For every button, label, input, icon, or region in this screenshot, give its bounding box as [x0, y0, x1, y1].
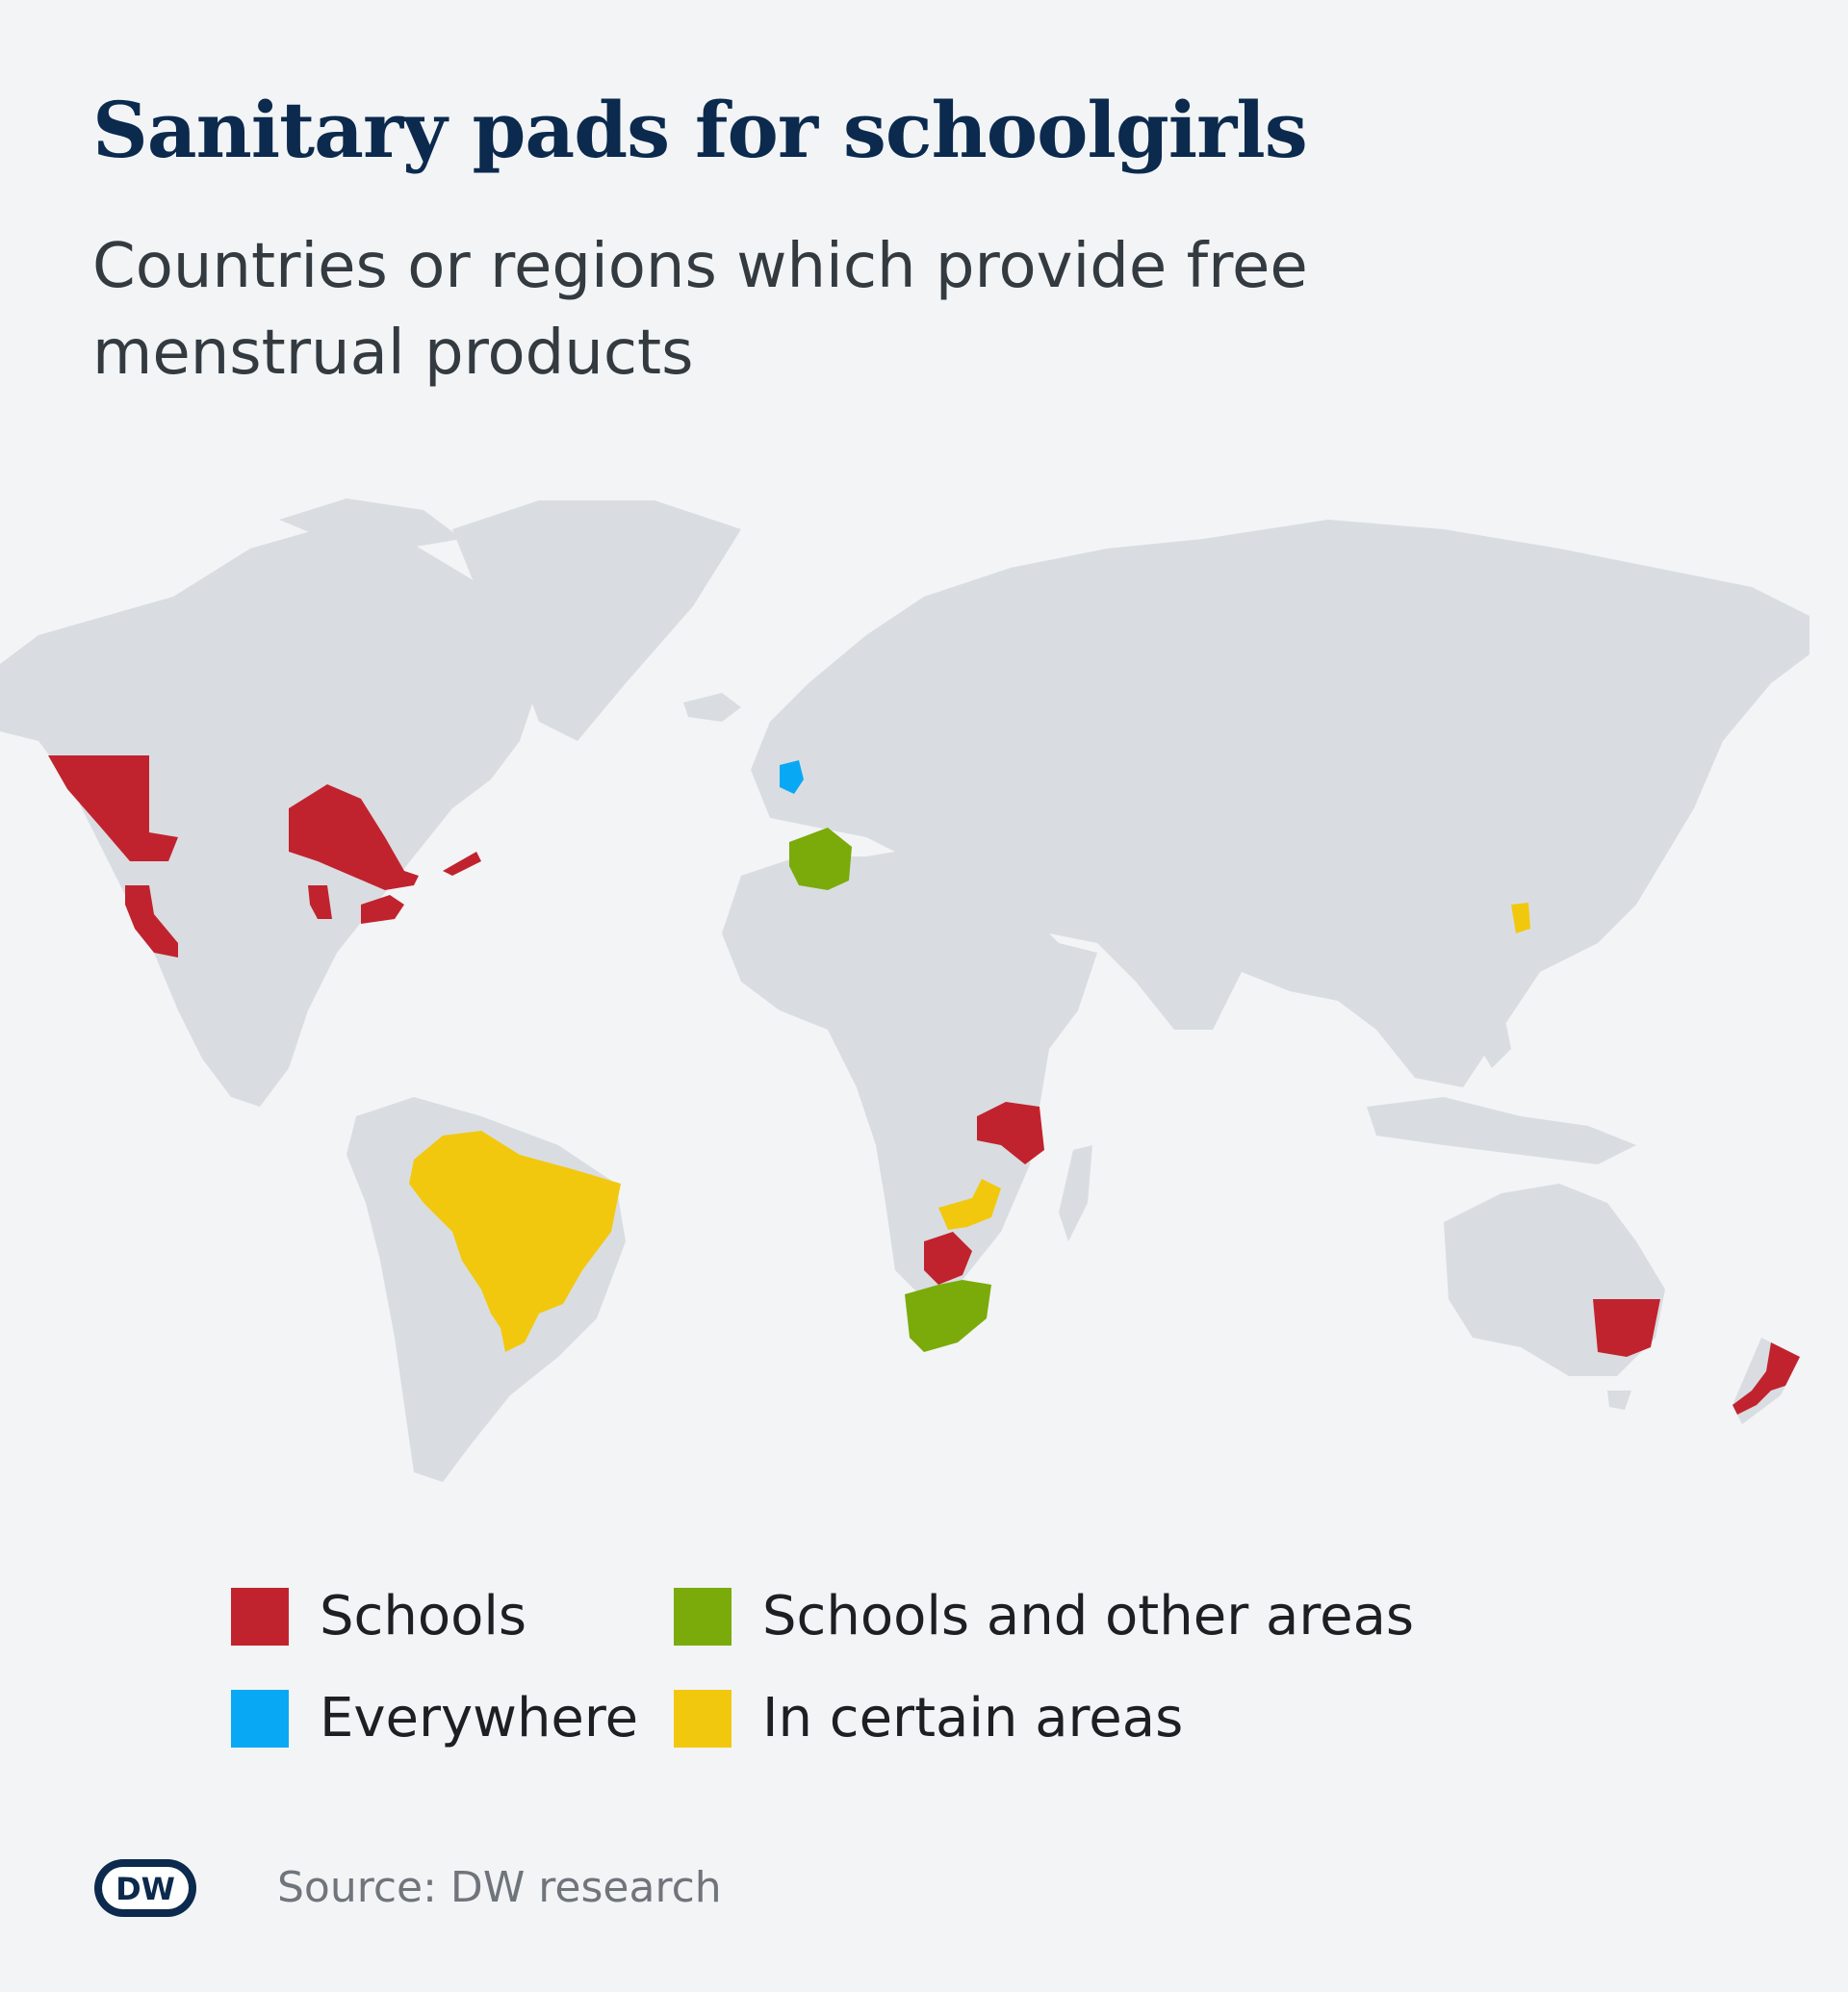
- region-kenya: [977, 1102, 1044, 1164]
- region-ontario: [289, 784, 419, 890]
- legend-swatch-schools-and-other-areas: [674, 1588, 732, 1646]
- source-note: Source: DW research: [277, 1863, 722, 1912]
- arctic-islands: [279, 498, 462, 549]
- region-scotland: [780, 760, 804, 794]
- region-new-south-wales: [1593, 1299, 1660, 1357]
- madagascar-landmass: [1059, 1145, 1092, 1241]
- region-illinois: [308, 885, 332, 919]
- dw-logo: DW: [94, 1859, 196, 1917]
- tasmania-landmass: [1607, 1391, 1631, 1410]
- region-south-africa: [905, 1280, 991, 1352]
- iceland-landmass: [683, 693, 741, 722]
- legend-label-everywhere: Everywhere: [320, 1687, 639, 1749]
- eurasia-landmass: [751, 520, 1810, 1087]
- region-nova-scotia: [443, 852, 481, 876]
- africa-landmass: [722, 847, 1097, 1299]
- japan-landmass: [1540, 808, 1607, 924]
- region-new-zealand: [1732, 1342, 1800, 1415]
- land-masses: [0, 498, 1810, 1482]
- page-title: Sanitary pads for schoolgirls: [92, 85, 1308, 175]
- legend-swatch-everywhere: [231, 1690, 289, 1748]
- region-zambia: [938, 1179, 1001, 1230]
- page-subtitle: Countries or regions which provide free …: [92, 231, 1308, 389]
- legend-label-schools-and-other-areas: Schools and other areas: [762, 1585, 1415, 1647]
- region-new-york-state: [361, 895, 404, 924]
- legend-label-in-certain-areas: In certain areas: [762, 1687, 1184, 1749]
- region-california: [125, 885, 178, 958]
- highlighted-regions: [48, 755, 1800, 1415]
- region-brazil: [409, 1131, 621, 1352]
- region-france: [789, 828, 852, 890]
- north-america-landmass: [0, 529, 539, 1107]
- indonesia-landmass: [1367, 1097, 1636, 1164]
- region-british-columbia: [48, 755, 178, 861]
- region-botswana: [924, 1232, 972, 1285]
- legend-swatch-in-certain-areas: [674, 1690, 732, 1748]
- legend-swatch-schools: [231, 1588, 289, 1646]
- dw-logo-text: DW: [116, 1871, 175, 1907]
- world-map: [0, 498, 1810, 1482]
- region-south-korea: [1511, 903, 1530, 933]
- greenland-landmass: [452, 500, 741, 741]
- philippines-landmass: [1477, 1001, 1511, 1068]
- legend-label-schools: Schools: [320, 1585, 527, 1647]
